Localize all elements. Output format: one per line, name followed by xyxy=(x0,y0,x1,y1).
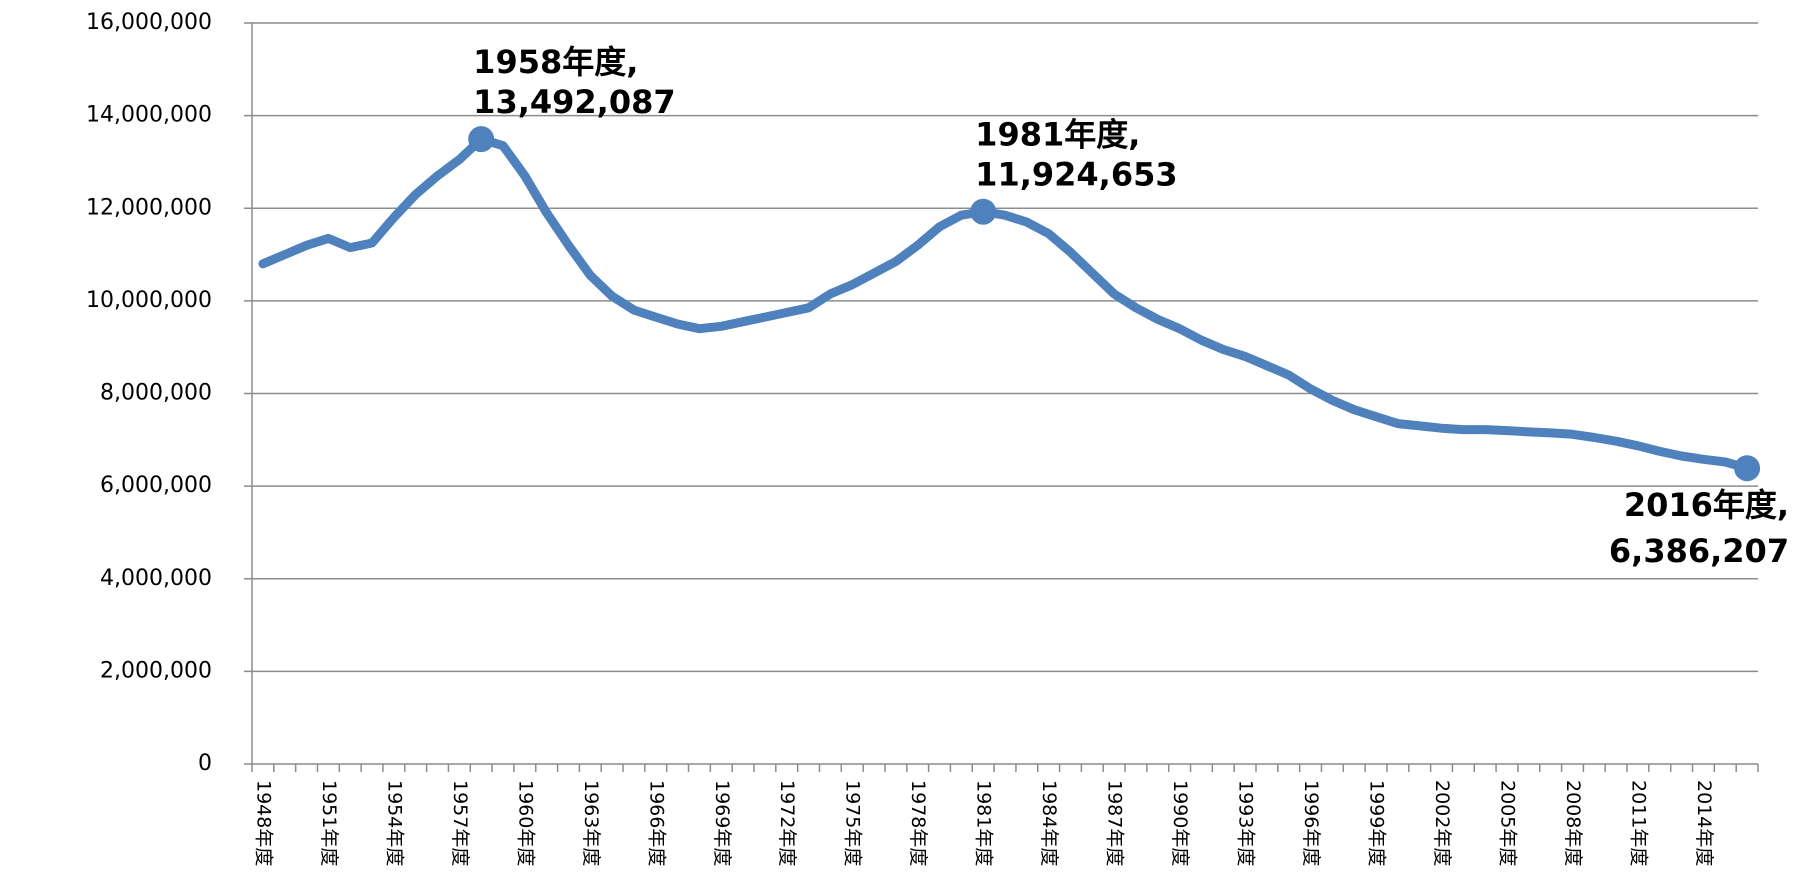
point-label: 2016年度, xyxy=(1624,486,1789,524)
point-marker xyxy=(970,199,996,225)
value-label: 13,492,087 xyxy=(473,83,675,121)
y-tick-label: 8,000,000 xyxy=(100,381,212,406)
x-tick-label: 1984年度 xyxy=(1038,780,1060,866)
x-tick-label: 1975年度 xyxy=(842,780,864,866)
point-marker xyxy=(1734,455,1760,481)
y-tick-label: 6,000,000 xyxy=(100,473,212,498)
x-tick-label: 1969年度 xyxy=(711,780,733,866)
point-marker xyxy=(468,126,494,152)
x-tick-label: 1972年度 xyxy=(776,780,798,866)
y-tick-label: 4,000,000 xyxy=(100,566,212,591)
x-tick-label: 1981年度 xyxy=(973,780,995,866)
x-tick-label: 2002年度 xyxy=(1431,780,1453,866)
y-tick-label: 2,000,000 xyxy=(100,658,212,683)
x-tick-label: 1999年度 xyxy=(1366,780,1388,866)
page: 0 2,000,000 4,000,000 6,000,000 8,000,000 10,… xyxy=(0,0,1796,890)
x-tick-label: 2005年度 xyxy=(1497,780,1519,866)
value-label: 6,386,207 xyxy=(1609,532,1789,570)
x-tick-label: 2011年度 xyxy=(1627,780,1649,866)
x-tick-label: 2014年度 xyxy=(1693,780,1715,866)
y-tick-label: 0 xyxy=(198,751,212,776)
value-label: 11,924,653 xyxy=(975,156,1177,194)
x-tick-label: 1990年度 xyxy=(1169,780,1191,866)
x-tick-label: 1963年度 xyxy=(580,780,602,866)
x-tick-label: 1951年度 xyxy=(318,780,340,866)
point-label: 1958年度, xyxy=(473,43,638,81)
x-tick-label: 1987年度 xyxy=(1104,780,1126,866)
y-tick-label: 10,000,000 xyxy=(86,288,212,313)
y-tick-label: 12,000,000 xyxy=(86,195,212,220)
x-tick-label: 1957年度 xyxy=(449,780,471,866)
y-tick-label: 14,000,000 xyxy=(86,103,212,128)
x-tick-label: 1948年度 xyxy=(252,780,274,866)
x-tick-label: 1993年度 xyxy=(1235,780,1257,866)
point-label: 1981年度, xyxy=(975,116,1140,154)
x-tick-label: 1996年度 xyxy=(1300,780,1322,866)
x-tick-label: 1960年度 xyxy=(514,780,536,866)
y-tick-label: 16,000,000 xyxy=(86,10,212,35)
x-tick-label: 2008年度 xyxy=(1562,780,1584,866)
x-tick-label: 1966年度 xyxy=(645,780,667,866)
chart: 0 2,000,000 4,000,000 6,000,000 8,000,000 10,… xyxy=(0,0,1796,890)
x-tick-label: 1978年度 xyxy=(907,780,929,866)
x-tick-label: 1954年度 xyxy=(383,780,405,866)
